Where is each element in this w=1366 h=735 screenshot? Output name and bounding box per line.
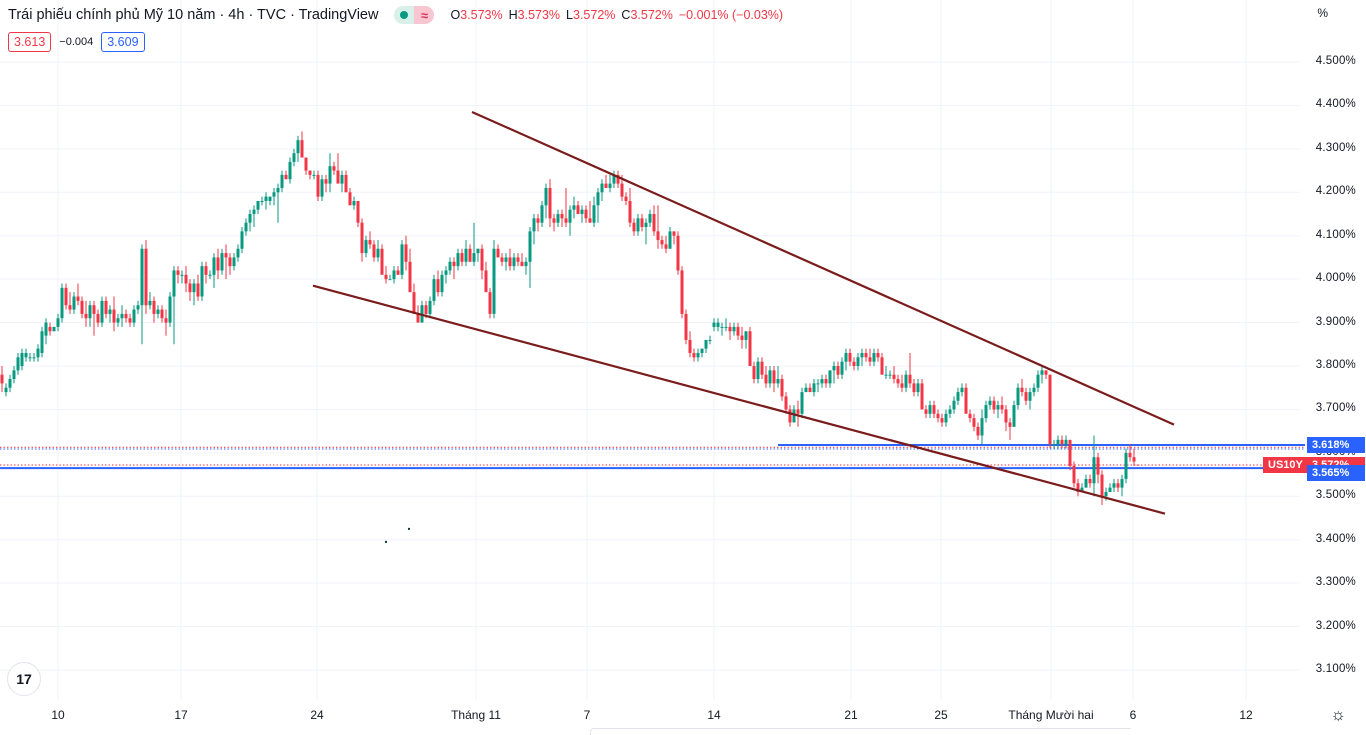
price-axis-label: 3.800% [1315, 359, 1356, 371]
price-axis-label: 3.500% [1315, 489, 1356, 502]
resistance-price-tag: 3.618% [1307, 437, 1365, 454]
bottom-toolbar-edge [590, 728, 1131, 735]
time-axis-label: 7 [583, 708, 591, 722]
market-open-dot-icon [400, 11, 409, 19]
support-price-tag: 3.565% [1307, 465, 1365, 482]
delayed-data-icon: ≈ [414, 6, 435, 24]
tradingview-logo-icon[interactable]: 17 [7, 662, 41, 696]
price-axis-unit: % [1317, 6, 1328, 20]
grid-lines [0, 0, 1300, 700]
price-axis-label: 4.000% [1315, 272, 1356, 285]
time-axis-label: Tháng 11 [451, 708, 501, 722]
time-axis-label: 24 [310, 708, 324, 722]
change-value: −0.001% (−0.03%) [678, 8, 784, 22]
time-axis-label: 6 [1129, 708, 1137, 722]
candlestick-series [0, 131, 1140, 505]
time-axis-label: 17 [174, 708, 188, 722]
horizontal-lines [0, 444, 1305, 470]
time-axis-label: 12 [1239, 708, 1253, 722]
time-axis-label: 21 [844, 708, 858, 722]
chart-legend: Trái phiếu chính phủ Mỹ 10 năm · 4h · TV… [8, 6, 783, 24]
time-axis-label: 14 [707, 708, 721, 722]
price-axis-label: 3.200% [1315, 619, 1356, 632]
trade-prices: 3.613 −0.004 3.609 [8, 32, 145, 52]
ohlc-values: O 3.573% H 3.573% L 3.572% C 3.572% −0.001% … [450, 8, 784, 22]
lower-channel [312, 284, 1166, 515]
time-axis-label: 25 [934, 708, 948, 722]
price-axis-label: 4.400% [1315, 98, 1356, 111]
buy-button[interactable]: 3.609 [101, 32, 145, 52]
time-axis-label: 10 [51, 708, 65, 722]
price-axis-label: 3.300% [1315, 576, 1356, 589]
price-axis-label: 4.200% [1315, 185, 1356, 198]
time-axis-label: Tháng Mười hai [1008, 708, 1094, 722]
trend-channel-lines[interactable] [312, 110, 1175, 515]
price-axis-label: 4.100% [1315, 228, 1356, 241]
upper-channel [471, 110, 1175, 426]
symbol-tag: US10Y [1263, 457, 1308, 474]
price-axis-label: 3.700% [1315, 402, 1356, 415]
sell-button[interactable]: 3.613 [8, 32, 52, 52]
spread-value: −0.004 [59, 36, 94, 48]
market-status-pill[interactable]: ≈ [394, 6, 435, 24]
settings-gear-icon[interactable]: ☼ [1330, 705, 1346, 724]
symbol-title[interactable]: Trái phiếu chính phủ Mỹ 10 năm · 4h · TV… [8, 7, 379, 23]
price-axis-label: 3.900% [1315, 315, 1356, 328]
price-axis-label: 3.400% [1315, 532, 1356, 545]
price-axis-label: 4.500% [1315, 55, 1356, 67]
stray-points [385, 527, 410, 543]
price-axis-label: 4.300% [1315, 141, 1356, 154]
price-axis-label: 3.100% [1315, 663, 1356, 676]
